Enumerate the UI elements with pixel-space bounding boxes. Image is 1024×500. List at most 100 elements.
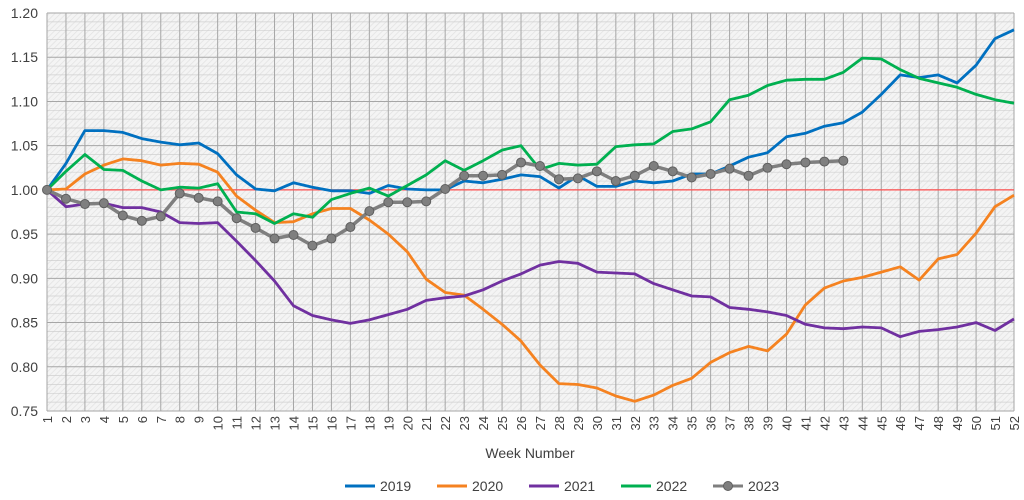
data-point-2023 xyxy=(117,210,128,221)
y-tick-label: 1.00 xyxy=(11,182,38,198)
x-tick-label: 7 xyxy=(154,416,169,423)
data-point-2023 xyxy=(250,222,261,233)
x-tick-label: 21 xyxy=(419,416,434,430)
x-tick-label: 11 xyxy=(230,416,245,430)
x-tick-label: 15 xyxy=(305,416,320,430)
y-tick-label: 1.15 xyxy=(11,49,38,65)
data-point-2023 xyxy=(231,213,242,224)
x-tick-label: 40 xyxy=(779,416,794,430)
x-tick-label: 23 xyxy=(457,416,472,430)
x-tick-label: 25 xyxy=(495,416,510,430)
x-tick-label: 5 xyxy=(116,416,131,423)
x-tick-label: 32 xyxy=(628,416,643,430)
x-tick-label: 19 xyxy=(381,416,396,430)
data-point-2023 xyxy=(591,166,602,177)
x-tick-label: 51 xyxy=(988,416,1003,430)
legend-label-2020: 2020 xyxy=(472,478,503,494)
data-point-2023 xyxy=(288,229,299,240)
data-point-2023 xyxy=(326,233,337,244)
y-tick-label: 0.75 xyxy=(11,403,38,419)
x-tick-label: 26 xyxy=(514,416,529,430)
data-point-2023 xyxy=(60,193,71,204)
legend: 2019 2020 2021 2022 2023 xyxy=(345,478,779,494)
data-point-2023 xyxy=(838,155,849,166)
data-point-2023 xyxy=(686,172,697,183)
data-point-2023 xyxy=(610,176,621,187)
x-tick-label: 45 xyxy=(874,416,889,430)
data-point-2023 xyxy=(478,170,489,181)
x-tick-label: 36 xyxy=(704,416,719,430)
x-tick-label: 1 xyxy=(40,416,55,423)
data-point-2023 xyxy=(516,157,527,168)
data-point-2023 xyxy=(705,168,716,179)
data-point-2023 xyxy=(402,197,413,208)
x-axis-label: Week Number xyxy=(485,445,575,461)
x-tick-label: 16 xyxy=(324,416,339,430)
data-point-2023 xyxy=(269,233,280,244)
data-point-2023 xyxy=(781,159,792,170)
data-point-2023 xyxy=(98,198,109,209)
x-tick-label: 30 xyxy=(590,416,605,430)
x-tick-label: 9 xyxy=(192,416,207,423)
x-axis: 1 2 3 4 5 6 7 8 9 10 11 12 13 14 15 16 17 18 19 20 21 22 23 24 2… xyxy=(40,416,1022,430)
x-tick-label: 42 xyxy=(817,416,832,430)
x-tick-label: 47 xyxy=(912,416,927,430)
x-tick-label: 24 xyxy=(476,416,491,430)
x-tick-label: 6 xyxy=(135,416,150,423)
x-tick-label: 34 xyxy=(666,416,681,430)
data-point-2023 xyxy=(534,161,545,172)
x-tick-label: 27 xyxy=(533,416,548,430)
y-tick-label: 1.05 xyxy=(11,138,38,154)
x-tick-label: 37 xyxy=(723,416,738,430)
x-tick-label: 33 xyxy=(647,416,662,430)
legend-label-2023: 2023 xyxy=(748,478,779,494)
data-point-2023 xyxy=(212,196,223,207)
data-point-2023 xyxy=(459,170,470,181)
legend-marker-2023 xyxy=(723,481,733,491)
y-tick-label: 0.95 xyxy=(11,226,38,242)
x-tick-label: 10 xyxy=(211,416,226,430)
series-line-2019 xyxy=(45,28,1015,195)
y-tick-label: 0.90 xyxy=(11,270,38,286)
data-point-2023 xyxy=(307,240,318,251)
data-point-2023 xyxy=(136,215,147,226)
x-tick-label: 38 xyxy=(742,416,757,430)
gridlines xyxy=(46,12,1015,412)
y-tick-label: 0.85 xyxy=(11,315,38,331)
data-point-2023 xyxy=(345,222,356,233)
x-tick-label: 31 xyxy=(609,416,624,430)
series-line-2021 xyxy=(46,188,1015,339)
y-tick-label: 1.20 xyxy=(11,5,38,21)
y-axis: 0.75 0.80 0.85 0.90 0.95 1.00 1.05 1.10 1.15 1.20 xyxy=(11,5,38,419)
data-point-2023 xyxy=(497,169,508,180)
x-tick-label: 13 xyxy=(268,416,283,430)
x-tick-label: 3 xyxy=(78,416,93,423)
data-point-2023 xyxy=(819,156,830,167)
y-tick-label: 0.80 xyxy=(11,359,38,375)
data-point-2023 xyxy=(743,170,754,181)
x-tick-label: 2 xyxy=(59,416,74,423)
data-point-2023 xyxy=(553,174,564,185)
data-point-2023 xyxy=(421,196,432,207)
data-point-2023 xyxy=(440,184,451,195)
x-tick-label: 12 xyxy=(249,416,264,430)
x-tick-label: 50 xyxy=(969,416,984,430)
series-line-2022 xyxy=(46,56,1015,225)
data-point-2023 xyxy=(572,173,583,184)
series-line-2020 xyxy=(46,157,1015,403)
x-tick-label: 20 xyxy=(400,416,415,430)
data-point-2023 xyxy=(364,206,375,217)
x-tick-label: 29 xyxy=(571,416,586,430)
x-tick-label: 43 xyxy=(836,416,851,430)
x-tick-label: 17 xyxy=(343,416,358,430)
x-tick-label: 48 xyxy=(931,416,946,430)
data-point-2023 xyxy=(193,192,204,203)
x-tick-label: 4 xyxy=(97,416,112,423)
x-tick-label: 49 xyxy=(950,416,965,430)
data-point-2023 xyxy=(629,170,640,181)
x-tick-label: 41 xyxy=(798,416,813,430)
legend-label-2021: 2021 xyxy=(564,478,595,494)
x-tick-label: 39 xyxy=(761,416,776,430)
data-point-2023 xyxy=(383,197,394,208)
